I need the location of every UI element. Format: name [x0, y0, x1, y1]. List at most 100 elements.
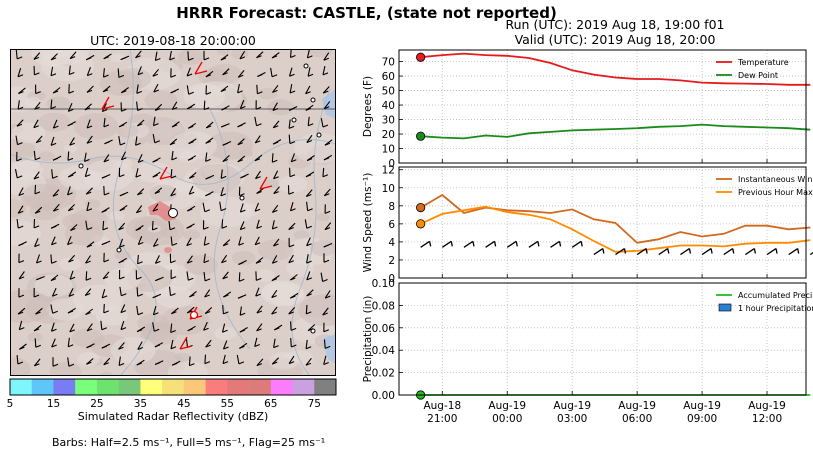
wind-barb — [221, 219, 224, 229]
wind-barb — [615, 247, 625, 256]
wind-barb-flag — [220, 88, 227, 93]
wind-barb — [203, 236, 207, 246]
wind-barb — [273, 238, 280, 247]
wind-barb-flag — [118, 346, 124, 350]
wind-barb-flag — [119, 208, 126, 212]
wind-barb — [152, 116, 156, 126]
wind-barb — [239, 221, 245, 230]
wind-barb-flag — [204, 209, 211, 213]
wind-barb-flag — [50, 57, 57, 61]
wind-barb-flag — [118, 124, 125, 128]
y-tick-label: 0 — [388, 158, 395, 170]
wind-barb-flag — [254, 158, 261, 162]
wind-barb — [745, 247, 755, 256]
wind-barb — [441, 240, 452, 248]
terrain-patch — [109, 211, 125, 221]
colorbar-tick-label: 15 — [47, 398, 60, 410]
wind-barb-flag — [35, 344, 42, 348]
y-tick-label: 60 — [382, 71, 395, 83]
wind-barb — [222, 354, 226, 364]
wind-barb-flag — [51, 242, 57, 246]
wind-barb-flag — [52, 175, 58, 179]
wind-barb — [136, 101, 139, 111]
wind-barb-flag — [188, 277, 194, 281]
wind-barb-flag — [121, 90, 127, 94]
wind-barb-flag — [118, 362, 125, 367]
wind-barb — [168, 286, 172, 296]
wind-barb-flag — [84, 107, 91, 111]
wind-barb — [307, 67, 311, 77]
wind-barb-flag — [256, 123, 262, 127]
wind-barb-flag — [223, 311, 229, 315]
wind-barb-flag — [85, 311, 91, 316]
wind-barb — [322, 307, 329, 316]
x-tick-label: 09:00 — [687, 413, 717, 425]
terrain-patch — [127, 264, 173, 292]
wind-barb-flag — [307, 55, 313, 59]
wind-barb-flag — [204, 294, 210, 298]
wind-barb — [324, 290, 331, 299]
wind-barb-flag — [136, 329, 143, 333]
colorbar-segment — [314, 379, 337, 395]
terrain-patch — [286, 260, 315, 277]
wind-barb-flag — [102, 227, 109, 231]
wind-barb — [118, 222, 126, 231]
wind-barb-flag — [136, 362, 143, 366]
legend-label: Instantaneous Wind Gust — [738, 175, 813, 184]
wind-barb-flag — [169, 227, 176, 231]
wind-barb-flag — [515, 241, 518, 247]
wind-barb — [170, 236, 173, 246]
wind-barb-flag — [103, 259, 110, 263]
wind-barb-flag — [187, 328, 193, 332]
wind-barb — [85, 187, 93, 195]
wind-barb-flag — [136, 210, 142, 214]
wind-barb-flag — [239, 56, 246, 60]
wind-barb-flag — [289, 141, 296, 145]
wind-barb — [86, 85, 94, 93]
terrain-patch — [257, 239, 294, 261]
wind-barb-flag — [306, 243, 312, 247]
wind-barb-flag — [154, 140, 161, 144]
wind-barb — [186, 67, 191, 77]
wind-barb — [271, 204, 279, 213]
wind-barb — [186, 237, 192, 246]
wind-barb-flag — [239, 193, 245, 197]
wind-barb — [203, 271, 206, 281]
wind-barb — [136, 287, 139, 297]
terrain-patch — [174, 352, 191, 363]
wind-barb-flag — [288, 226, 294, 231]
wind-barb — [305, 85, 311, 95]
legend-label: Dew Point — [738, 71, 778, 80]
colorbar-segment — [10, 379, 33, 395]
terrain-patch — [73, 113, 119, 140]
wind-barb — [219, 201, 222, 211]
wind-barb — [84, 167, 89, 177]
wind-barb-flag — [17, 210, 24, 214]
wind-barb — [85, 220, 88, 230]
wind-barb — [658, 247, 669, 256]
wind-barb — [809, 251, 813, 256]
wind-barb-flag — [68, 90, 75, 94]
wind-barb-flag — [254, 208, 261, 212]
wind-barb-flag — [152, 295, 158, 299]
wind-barb-flag — [68, 108, 74, 112]
wind-barb — [766, 247, 777, 256]
wind-barb-flag — [288, 361, 295, 365]
wind-barb — [237, 83, 240, 94]
wind-barb-flag — [188, 141, 194, 145]
wind-barb-flag — [271, 295, 277, 299]
terrain-patch — [177, 49, 204, 65]
wind-barb-flag — [17, 225, 24, 229]
wind-barb-flag — [120, 57, 126, 61]
terrain-patch — [99, 70, 142, 96]
wind-barb — [290, 321, 292, 331]
wind-barb-flag — [256, 363, 263, 367]
gust-barb — [101, 105, 115, 110]
legend-label: Accumulated Precipitation — [738, 291, 813, 300]
wind-barb-flag — [257, 73, 263, 78]
wind-barb-flag — [35, 311, 41, 315]
wind-barb-flag — [17, 106, 24, 110]
wind-barb-flag — [324, 193, 330, 197]
wind-barb-flag — [205, 125, 212, 129]
